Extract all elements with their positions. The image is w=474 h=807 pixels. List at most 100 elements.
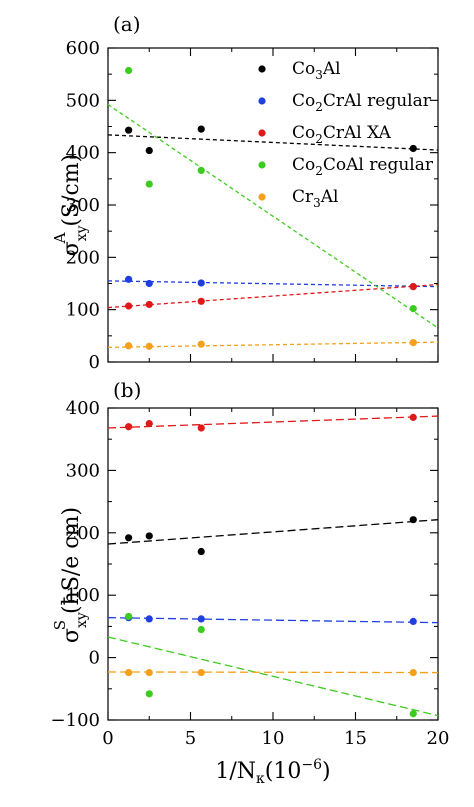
panel-b-fit-line-2 (107, 617, 439, 624)
panel-b-series-1-point (145, 532, 153, 540)
panel-b-series-0-point (125, 423, 133, 431)
legend-label-base: Co (292, 155, 315, 175)
panel-a-data-points (125, 66, 417, 350)
panel-b-series-3-point (145, 690, 153, 698)
y-tick-label: 400 (66, 143, 100, 164)
y-tick-label: 400 (66, 398, 100, 419)
panel-b-y-sub: xy (74, 612, 90, 628)
panel-a-series-4-point (409, 339, 417, 347)
panel-b-series-4-point (145, 668, 153, 677)
panel-a-fit-line-2 (107, 283, 439, 309)
x-tick-label: 5 (185, 728, 196, 749)
y-tick-label: 300 (66, 460, 100, 481)
x-tick-label: 0 (102, 728, 113, 749)
panel-a-series-2-point (409, 283, 417, 291)
panel-a-series-0-point (197, 125, 205, 133)
legend-label-base: Co (292, 91, 315, 111)
panel-a-ticks: 0 100 200 300 400 500 600 (66, 38, 439, 373)
legend-label-4: Cr3Al (292, 187, 339, 210)
panel-a-label: (a) (113, 12, 141, 36)
legend-label-base: Cr (292, 187, 314, 207)
panel-a-series-0-point (409, 144, 417, 153)
y-tick-label: 100 (66, 585, 100, 606)
panel-b-series-1-point (125, 534, 133, 542)
panel-b-data-points (125, 413, 417, 718)
legend-label-sub: 2 (315, 164, 323, 178)
x-tick-label: 10 (262, 728, 285, 749)
y-tick-label: −100 (51, 710, 100, 731)
panel-a-fit-line-0 (107, 134, 439, 151)
legend-label-3: Co2CoAl regular (292, 155, 434, 178)
panel-a-series-1-point (145, 279, 153, 288)
panel-a-fit-lines (107, 103, 439, 348)
panel-a-series-4-point (145, 342, 153, 350)
y-tick-label: 0 (89, 648, 100, 669)
legend-label-sub: 3 (315, 68, 323, 82)
legend-marker-1 (258, 97, 266, 105)
panel-b-fit-line-3 (107, 636, 439, 717)
panel-a-series-2-point (197, 297, 205, 305)
legend-label-rest: CrAl regular (323, 91, 432, 111)
legend-marker-3 (258, 161, 266, 169)
panel-b-series-4-point (409, 668, 417, 677)
panel-a-series-1-point (197, 279, 205, 287)
panel-b-fit-line-1 (107, 519, 439, 545)
panel-b-series-1-point (409, 516, 417, 524)
panel-b-y-unit: (ħS/e cm) (59, 507, 84, 614)
panel-b-series-0-point (145, 420, 153, 428)
legend-label-sub: 2 (315, 100, 323, 114)
panel-b-series-2-point (409, 617, 417, 626)
panel-b-series-4-point (197, 668, 205, 677)
panel-b-series-4-point (125, 668, 133, 677)
panel-a-series-0-point (145, 146, 153, 155)
y-tick-label: 200 (66, 247, 100, 268)
legend-label-2: Co2CrAl XA (292, 123, 392, 146)
x-axis-title-close: ) (322, 759, 331, 784)
panel-a-y-axis-title: σxy A (S/cm) (51, 154, 90, 257)
panel-a-series-3-point (125, 66, 133, 75)
panel-b-y-sup: S (51, 620, 69, 630)
panel-b-series-0-point (197, 424, 205, 432)
panel-a-series-3-point (145, 180, 153, 188)
x-axis-title: 1/Nκ(10−6) (215, 757, 330, 787)
panel-a-series-2-point (125, 302, 133, 310)
panel-a-y-sigma: σ (59, 241, 84, 256)
x-tick-label: 15 (344, 728, 367, 749)
panel-b-fit-line-4 (107, 671, 439, 674)
legend-label-base: Co (292, 123, 315, 143)
y-tick-label: 600 (66, 38, 100, 59)
panel-a-series-4-point (125, 342, 133, 350)
panel-a-y-sub: xy (74, 225, 90, 241)
panel-b-series-2-point (145, 615, 153, 623)
panel-b-series-3-point (125, 612, 133, 621)
y-tick-label: 500 (66, 90, 100, 111)
panel-b-series-2-point (197, 615, 205, 623)
legend-label-0: Co3Al (292, 59, 341, 82)
panel-b-label: (b) (113, 378, 141, 402)
legend-label-sub: 2 (315, 132, 323, 146)
panel-a-y-sup: A (51, 232, 69, 244)
panel-b-fit-lines (107, 415, 439, 717)
panel-a-series-4-point (197, 340, 205, 348)
panel-b-series-0-point (409, 413, 417, 421)
legend-label-rest: Al (320, 187, 339, 207)
legend-marker-2 (258, 129, 266, 137)
panel-a-y-unit: (S/cm) (59, 154, 84, 227)
y-tick-label: 0 (89, 352, 100, 373)
panel-a-fit-line-4 (107, 341, 439, 348)
panel-a-series-2-point (145, 300, 153, 309)
panel-b-series-3-point (409, 710, 417, 718)
panel-b-series-3-point (197, 625, 205, 634)
x-axis-title-tail: (10 (265, 759, 302, 784)
panel-b-series-1-point (197, 547, 205, 556)
legend-label-rest: Al (322, 59, 341, 79)
panel-a-series-3-point (197, 166, 205, 175)
y-tick-label: 200 (66, 523, 100, 544)
panel-b-frame (107, 407, 439, 721)
panel-a-series-0-point (125, 126, 133, 134)
